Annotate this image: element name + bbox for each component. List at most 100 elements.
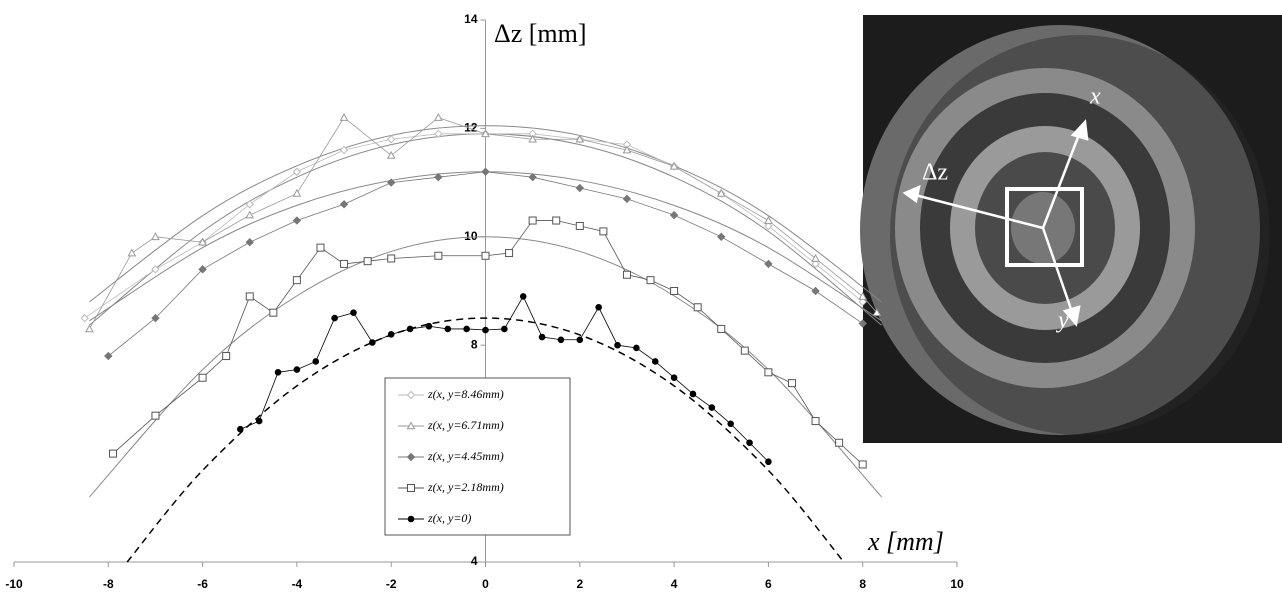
data-point (386, 178, 396, 187)
x-tick-label: -2 (386, 577, 397, 591)
photo-label: y (1056, 308, 1069, 334)
data-point (505, 249, 514, 258)
x-tick-label: 6 (765, 577, 772, 591)
data-point (237, 425, 244, 433)
data-point (198, 265, 207, 274)
data-point (434, 172, 443, 182)
photo-arrows (902, 119, 1089, 327)
legend-marker (406, 390, 416, 400)
data-point (575, 183, 585, 193)
data-point (434, 113, 443, 121)
data-point (670, 287, 679, 295)
data-point (858, 297, 867, 307)
data-point (501, 325, 508, 333)
legend-label: z(x, y=4.45mm) (427, 449, 504, 463)
data-point (746, 439, 753, 447)
data-point (811, 417, 820, 426)
x-tick-label: -4 (292, 577, 303, 591)
data-point (622, 145, 632, 154)
fit-curve (89, 125, 882, 303)
region-box (1005, 187, 1084, 267)
data-point (557, 336, 565, 344)
data-point (434, 251, 443, 260)
data-point (693, 303, 702, 312)
data-point (292, 276, 301, 285)
data-point (151, 265, 160, 274)
series-line (84, 133, 863, 319)
data-point (872, 308, 882, 316)
data-point (519, 293, 527, 300)
y-tick-label: 8 (471, 337, 478, 351)
data-point (340, 259, 349, 268)
data-point (350, 309, 357, 316)
data-point (595, 303, 602, 311)
legend-marker (407, 515, 415, 523)
data-point (482, 326, 489, 334)
x-tick-label: 2 (576, 577, 583, 591)
data-point (764, 368, 773, 377)
data-point (669, 210, 679, 220)
data-point (670, 374, 678, 382)
data-point (811, 286, 820, 296)
data-point (245, 200, 254, 209)
data-point (109, 449, 118, 458)
x-tick-label: -8 (103, 577, 114, 591)
data-point (151, 411, 160, 420)
x-tick-label: 0 (482, 577, 489, 591)
data-point (764, 259, 773, 269)
legend: z(x, y=8.46mm) z(x, y=6.71mm) z(x, y=4.45m… (384, 377, 571, 536)
data-point (646, 276, 655, 285)
data-point (633, 344, 640, 352)
y-tick-label: 14 (464, 12, 478, 26)
legend-marker (407, 484, 415, 492)
data-point (316, 243, 325, 252)
data-point (274, 369, 282, 376)
data-point (835, 438, 844, 447)
data-point (406, 325, 414, 333)
data-point (552, 216, 561, 225)
data-point (463, 325, 470, 333)
data-point (387, 331, 395, 338)
data-point (80, 313, 89, 323)
data-point (255, 417, 263, 425)
data-point (858, 319, 867, 328)
fit-curve (126, 317, 845, 563)
data-point (575, 221, 584, 230)
data-point (717, 324, 726, 333)
x-axis-title: x [mm] (867, 527, 944, 556)
data-point (599, 227, 608, 236)
data-point (369, 339, 376, 346)
data-point (481, 251, 490, 260)
y-tick-label: 10 (464, 229, 478, 243)
data-point (127, 248, 137, 257)
data-point (538, 333, 546, 341)
legend-label: z(x, y=6.71mm) (427, 418, 504, 432)
legend-marker (406, 452, 416, 462)
data-point (765, 458, 772, 466)
data-point (434, 129, 443, 139)
x-tick-label: 8 (859, 577, 866, 591)
data-point (292, 167, 302, 176)
data-point (198, 373, 207, 382)
data-point (481, 167, 490, 176)
y-tick-label: 4 (471, 554, 478, 568)
photo-label: Δz (922, 160, 948, 186)
data-point (689, 390, 697, 398)
data-point (331, 314, 338, 322)
data-point (764, 216, 773, 224)
x-tick-label: 10 (950, 577, 964, 591)
legend-label: z(x, y=0) (427, 511, 471, 525)
data-point (222, 352, 231, 361)
data-point (151, 313, 160, 323)
data-point (811, 259, 820, 269)
fit-curve (89, 236, 882, 498)
x-tick-label: -10 (5, 577, 23, 591)
data-point (363, 257, 372, 266)
legend-label: z(x, y=2.18mm) (427, 480, 504, 494)
y-axis-title: Δz [mm] (494, 19, 587, 48)
data-point (740, 346, 749, 355)
data-point (444, 325, 452, 333)
data-point (245, 292, 254, 301)
data-point (312, 358, 320, 365)
